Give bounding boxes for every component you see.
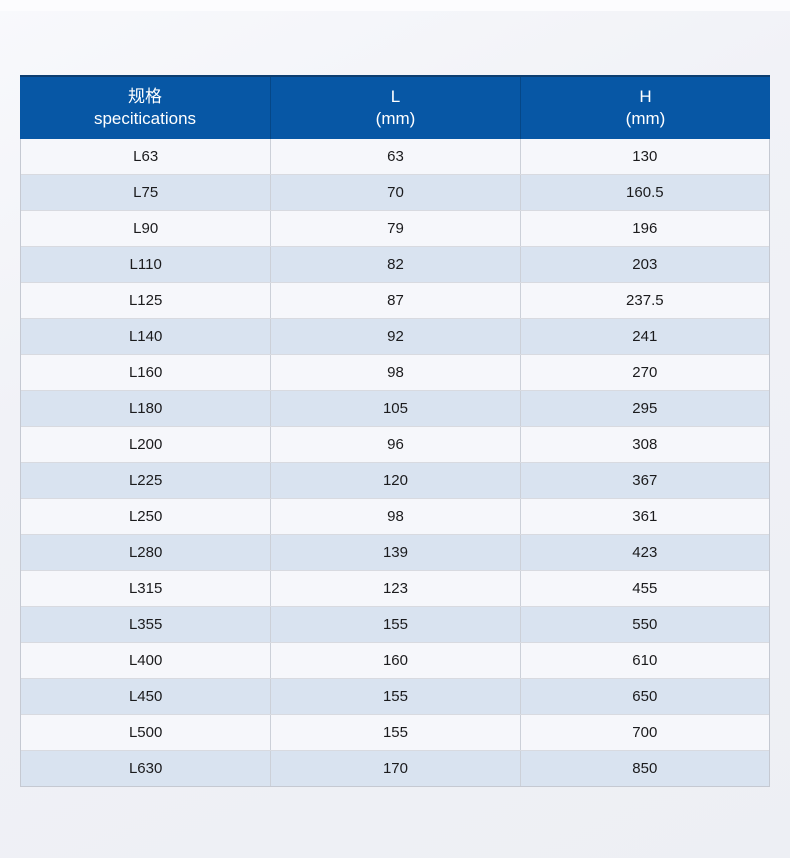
h-value-cell: 550 [519, 607, 769, 642]
table-row: L630 170 850 [21, 750, 769, 786]
table-row: L110 82 203 [21, 246, 769, 282]
h-value-cell: 610 [519, 643, 769, 678]
header-h-label: H [639, 86, 652, 106]
table-row: L450 155 650 [21, 678, 769, 714]
h-value-cell: 455 [519, 571, 769, 606]
h-value-cell: 160.5 [519, 175, 769, 210]
table-row: L400 160 610 [21, 642, 769, 678]
l-value-cell: 160 [270, 643, 519, 678]
l-value-cell: 96 [270, 427, 519, 462]
table-row: L225 120 367 [21, 462, 769, 498]
header-h-unit: (mm) [625, 109, 666, 128]
l-value-cell: 98 [270, 355, 519, 390]
h-value-cell: 270 [519, 355, 769, 390]
header-l-unit: (mm) [375, 109, 416, 128]
spec-cell: L355 [128, 616, 163, 633]
table-row: L355 155 550 [21, 606, 769, 642]
h-value-cell: 423 [519, 535, 769, 570]
table-row: L200 96 308 [21, 426, 769, 462]
table-row: L280 139 423 [21, 534, 769, 570]
l-value-cell: 63 [270, 139, 519, 174]
l-value-cell: 155 [270, 607, 519, 642]
table-row: L180 105 295 [21, 390, 769, 426]
l-value-cell: 123 [270, 571, 519, 606]
h-value-cell: 361 [519, 499, 769, 534]
spec-cell: L450 [128, 688, 163, 705]
specifications-table: 规格 specitications L (mm) H (mm) L63 63 130… [20, 75, 770, 787]
l-value-cell: 79 [270, 211, 519, 246]
h-value-cell: 237.5 [519, 283, 769, 318]
h-value-cell: 700 [519, 715, 769, 750]
table-row: L315 123 455 [21, 570, 769, 606]
l-value-cell: 139 [270, 535, 519, 570]
l-value-cell: 155 [270, 679, 519, 714]
table-row: L250 98 361 [21, 498, 769, 534]
table-header-row: 规格 specitications L (mm) H (mm) [20, 75, 770, 139]
l-value-cell: 170 [270, 751, 519, 786]
table-row: L500 155 700 [21, 714, 769, 750]
h-value-cell: 130 [519, 139, 769, 174]
h-value-cell: 203 [519, 247, 769, 282]
table-row: L75 70 160.5 [21, 174, 769, 210]
header-cell-specifications: 规格 specitications [20, 77, 270, 139]
h-value-cell: 295 [519, 391, 769, 426]
h-value-cell: 367 [519, 463, 769, 498]
h-value-cell: 196 [519, 211, 769, 246]
l-value-cell: 155 [270, 715, 519, 750]
header-cell-h: H (mm) [520, 77, 770, 139]
l-value-cell: 70 [270, 175, 519, 210]
table-row: L140 92 241 [21, 318, 769, 354]
spec-cell: L140 [128, 328, 163, 345]
l-value-cell: 87 [270, 283, 519, 318]
spec-cell: L110 [129, 256, 162, 273]
h-value-cell: 850 [519, 751, 769, 786]
spec-cell: L90 [133, 220, 159, 237]
spec-table-body: L63 63 130 L75 70 160.5 L90 79 196 L110 82 203 L125 8… [20, 139, 770, 787]
spec-cell: L280 [128, 544, 163, 561]
spec-cell: L160 [128, 364, 163, 381]
spec-cell: L75 [133, 184, 159, 201]
spec-cell: L225 [128, 472, 163, 489]
table-row: L125 87 237.5 [21, 282, 769, 318]
spec-cell: L63 [133, 148, 159, 165]
header-specifications-cn: 规格 [128, 86, 162, 106]
spec-cell: L250 [128, 508, 163, 525]
l-value-cell: 105 [270, 391, 519, 426]
l-value-cell: 82 [270, 247, 519, 282]
h-value-cell: 241 [519, 319, 769, 354]
spec-cell: L180 [128, 400, 163, 417]
spec-cell: L125 [128, 292, 163, 309]
spec-cell: L400 [128, 652, 163, 669]
spec-cell: L200 [128, 436, 163, 453]
l-value-cell: 92 [270, 319, 519, 354]
spec-cell: L315 [128, 580, 163, 597]
l-value-cell: 120 [270, 463, 519, 498]
h-value-cell: 308 [519, 427, 769, 462]
l-value-cell: 98 [270, 499, 519, 534]
spec-cell: L630 [128, 760, 163, 777]
table-row: L63 63 130 [21, 139, 769, 174]
h-value-cell: 650 [519, 679, 769, 714]
table-row: L90 79 196 [21, 210, 769, 246]
header-specifications-en: specitications [93, 109, 197, 128]
spec-cell: L500 [128, 724, 163, 741]
table-row: L160 98 270 [21, 354, 769, 390]
header-cell-l: L (mm) [270, 77, 520, 139]
header-l-label: L [390, 86, 401, 106]
page-top-strip [0, 0, 790, 11]
